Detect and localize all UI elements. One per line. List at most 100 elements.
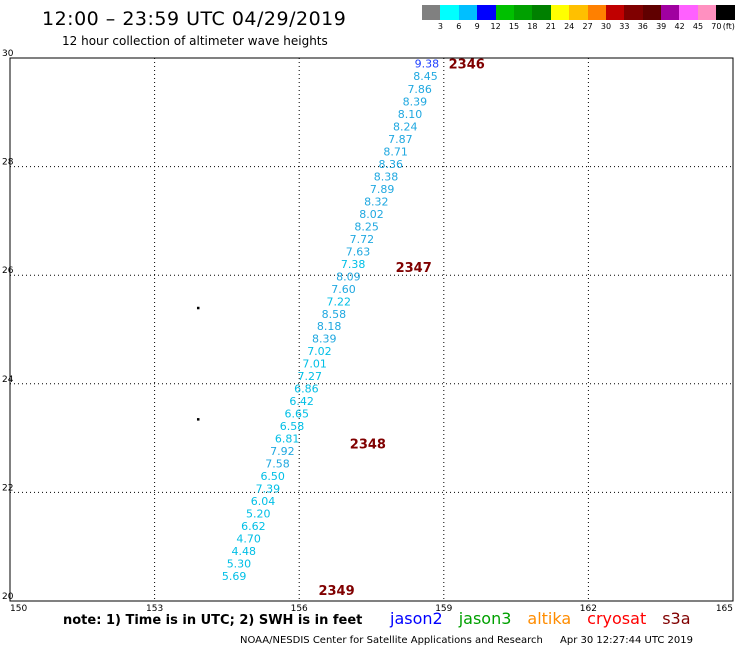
wave-height-value: 6.50: [260, 470, 285, 483]
chart-title: 12:00 – 23:59 UTC 04/29/2019: [42, 8, 347, 30]
wave-height-value: 7.72: [350, 233, 375, 246]
wave-height-value: 7.86: [407, 83, 432, 96]
wave-height-value: 7.63: [346, 245, 371, 258]
legend-label: 39: [656, 22, 667, 31]
satellite-cryosat: cryosat: [587, 609, 647, 628]
wave-height-value: 6.81: [275, 433, 300, 446]
x-tick-label: 159: [435, 604, 452, 614]
legend-label: 12: [490, 22, 501, 31]
wave-height-value: 7.27: [298, 370, 323, 383]
map-frame: [9, 57, 734, 602]
legend-label: 9: [474, 22, 480, 31]
wave-height-value: 8.25: [354, 220, 379, 233]
legend-label: 30: [600, 22, 612, 31]
x-tick-label: 165: [716, 604, 733, 614]
legend-swatch: [661, 5, 680, 20]
legend-swatch: [422, 5, 441, 20]
y-tick-label: 20: [2, 592, 14, 602]
legend-label: 21: [545, 22, 556, 31]
wave-height-value: 8.24: [393, 120, 418, 133]
legend-swatch: [624, 5, 643, 20]
wave-height-value: 4.70: [236, 533, 261, 546]
legend-swatch: [550, 5, 570, 20]
chart-subtitle: 12 hour collection of altimeter wave hei…: [62, 34, 328, 48]
wave-height-value: 8.02: [359, 208, 384, 221]
wave-height-value: 7.39: [256, 483, 281, 496]
legend-label: 33: [619, 22, 630, 31]
wave-height-value: 8.58: [322, 308, 347, 321]
wave-height-value: 8.32: [364, 195, 389, 208]
wave-height-value: 7.58: [265, 458, 290, 471]
legend-swatch: [440, 5, 459, 20]
wave-height-value: 7.02: [307, 345, 332, 358]
legend-label: 42: [674, 22, 685, 31]
legend-swatch: [679, 5, 698, 20]
wave-height-value: 6.86: [294, 383, 319, 396]
legend-swatch: [569, 5, 588, 20]
legend-label: 45: [692, 22, 704, 31]
legend-label: 15: [508, 22, 520, 31]
wave-height-value: 6.58: [280, 420, 305, 433]
legend-label: (ft): [722, 22, 735, 31]
legend-swatch: [716, 5, 735, 20]
legend-swatch: [642, 5, 662, 20]
legend-swatch: [605, 5, 625, 20]
satellite-altika: altika: [527, 609, 572, 628]
wave-height-value: 8.10: [398, 108, 423, 121]
legend-label: 36: [637, 22, 648, 31]
wave-height-value: 7.87: [388, 133, 413, 146]
x-tick-label: 162: [580, 604, 597, 614]
legend-swatch: [458, 5, 478, 20]
time-label: 2346: [449, 57, 485, 72]
color-legend-labels: 3 6 9 12 15 18 21 24 27 30 33 36 39 42 45 70 (ft): [422, 22, 740, 34]
y-tick-label: 30: [2, 49, 14, 59]
legend-label: 18: [527, 22, 538, 31]
x-tick-label: 153: [146, 604, 163, 614]
wave-height-value: 4.48: [232, 545, 257, 558]
credit-text: NOAA/NESDIS Center for Satellite Applica…: [240, 635, 543, 646]
legend-swatch: [532, 5, 551, 20]
wave-height-value: 5.69: [222, 570, 247, 583]
wave-height-value: 9.38: [415, 57, 440, 70]
legend-swatch: [495, 5, 514, 20]
color-legend: [422, 5, 735, 24]
x-tick-label: 150: [10, 604, 27, 614]
time-label: 2348: [350, 438, 386, 453]
satellite-jason3: jason3: [458, 609, 512, 628]
legend-label: 24: [564, 22, 575, 31]
legend-label: 3: [437, 22, 443, 31]
wave-height-value: 7.22: [326, 295, 351, 308]
y-tick-label: 28: [2, 158, 14, 168]
time-label: 2347: [396, 261, 432, 276]
wave-height-value: 6.62: [241, 520, 266, 533]
wave-height-value: 8.39: [312, 333, 337, 346]
time-label: 2349: [318, 584, 354, 599]
satellite-legend: jason2 jason3 altika cryosat s3a: [390, 609, 707, 628]
wave-height-value: 8.39: [403, 95, 428, 108]
footer-note: note: 1) Time is in UTC; 2) SWH is in fe…: [63, 613, 363, 628]
satellite-jason2: jason2: [390, 609, 443, 628]
point-marker: [196, 418, 200, 421]
wave-height-value: 6.04: [251, 495, 276, 508]
wave-height-value: 8.36: [379, 158, 404, 171]
wave-height-value: 8.45: [413, 70, 438, 83]
point-marker: [196, 306, 200, 310]
wave-height-value: 7.38: [341, 258, 366, 271]
wave-height-value: 7.92: [270, 445, 295, 458]
y-tick-label: 22: [2, 483, 13, 493]
legend-swatch: [477, 5, 496, 20]
legend-label: 70: [711, 22, 722, 31]
wave-height-value: 7.60: [331, 283, 356, 296]
satellite-s3a: s3a: [662, 609, 691, 628]
wave-height-value: 8.18: [317, 320, 342, 333]
wave-height-value: 8.09: [336, 270, 361, 283]
legend-swatch: [697, 5, 717, 20]
legend-swatch: [513, 5, 533, 20]
legend-label: 6: [456, 22, 462, 31]
wave-height-value: 5.20: [246, 508, 271, 521]
wave-height-value: 8.71: [383, 145, 408, 158]
wave-height-value: 7.89: [370, 183, 395, 196]
y-tick-label: 24: [2, 375, 14, 385]
footer-credit: NOAA/NESDIS Center for Satellite Applica…: [240, 635, 693, 646]
